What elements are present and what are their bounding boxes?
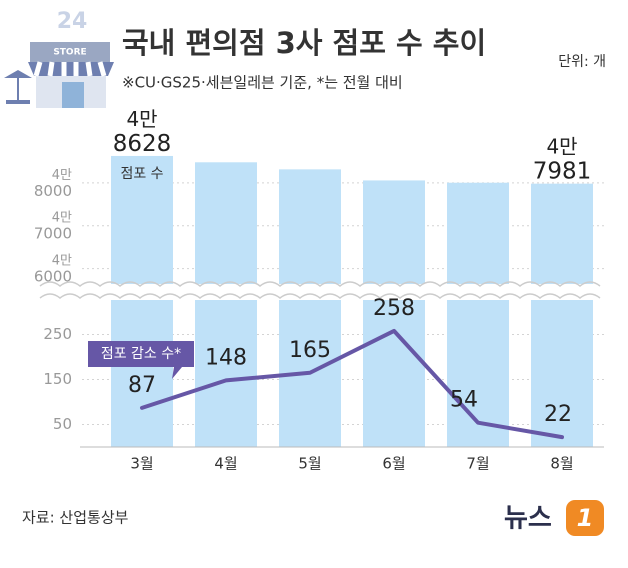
line-value-label: 165: [289, 338, 331, 363]
line-value-label: 87: [128, 373, 156, 398]
svg-text:24: 24: [57, 9, 88, 34]
logo-badge: [566, 500, 604, 536]
logo-text: 뉴스: [504, 504, 552, 534]
plot: 4만 6000 4만 7000 4만 8000 50 150 250 4만 8628 4만 7981 점포…: [34, 106, 604, 473]
line: [140, 328, 564, 440]
svg-text:STORE: STORE: [53, 48, 86, 58]
bar-value-label: 4만 7981: [533, 134, 592, 184]
axis-break-line: [39, 281, 601, 287]
chart-subtitle: ※CU·GS25·세븐일레븐 기준, *는 전월 대비: [122, 74, 403, 92]
x-tick-label: 6월: [382, 455, 405, 473]
line-value-label: 54: [450, 388, 478, 413]
bar: [195, 162, 257, 448]
bar: [363, 180, 425, 447]
bar-value-label: 4만 8628: [113, 106, 172, 156]
y-tick-label: 4만 8000: [34, 167, 72, 199]
line-value-label: 148: [205, 345, 247, 370]
y-tick-label: 4만 7000: [34, 210, 72, 242]
line-value-label: 22: [544, 402, 572, 427]
logo-mark: 1: [577, 504, 594, 532]
x-tick-label: 5월: [298, 455, 321, 473]
x-tick-label: 4월: [214, 455, 237, 473]
line-value-label: 258: [373, 296, 415, 321]
bar: [531, 183, 593, 447]
x-tick-label: 7월: [466, 455, 489, 473]
y2-tick-label: 250: [43, 325, 72, 343]
source: 자료: 산업통상부: [22, 509, 129, 527]
legend-label: 점포 수: [120, 166, 163, 182]
y2-tick-label: 150: [43, 370, 72, 388]
x-tick-label: 3월: [130, 455, 153, 473]
axis-break-line: [39, 293, 601, 299]
y2-tick-label: 50: [53, 415, 72, 433]
bar: [111, 155, 173, 447]
chart-title: 국내 편의점 3사 점포 수 추이: [122, 26, 486, 60]
unit-label: 단위: 개: [558, 54, 606, 70]
store-icon: STORE 24: [4, 9, 114, 108]
legend-box: [88, 341, 194, 379]
bar: [279, 169, 341, 447]
x-tick-label: 8월: [550, 455, 573, 473]
legend-label: 점포 감소 수*: [101, 346, 181, 362]
y-tick-label: 4만 6000: [34, 253, 72, 285]
